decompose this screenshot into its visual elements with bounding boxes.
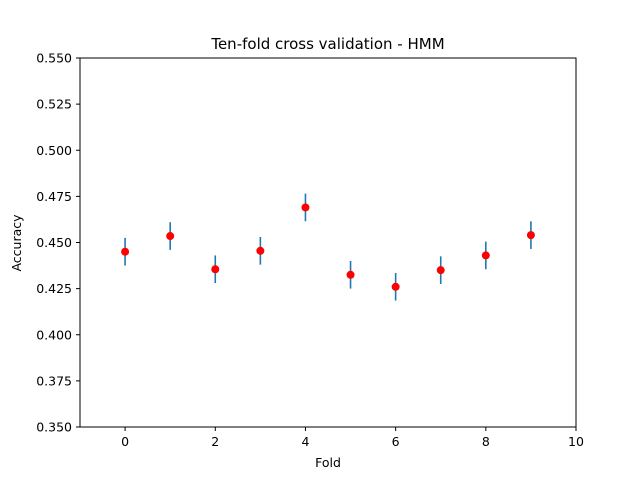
data-point xyxy=(391,282,400,291)
y-tick-label: 0.550 xyxy=(36,51,72,66)
x-tick-label: 10 xyxy=(568,434,584,449)
y-tick-label: 0.450 xyxy=(36,235,72,250)
y-tick-label: 0.400 xyxy=(36,327,72,342)
data-point xyxy=(301,203,310,212)
x-axis: 0 2 4 6 8 10 xyxy=(121,427,584,449)
y-tick-label: 0.500 xyxy=(36,143,72,158)
x-tick-label: 4 xyxy=(301,434,309,449)
data-point xyxy=(481,251,490,260)
y-tick-label: 0.375 xyxy=(36,373,72,388)
data-point xyxy=(436,266,445,275)
x-tick-label: 6 xyxy=(392,434,400,449)
y-tick-label: 0.425 xyxy=(36,281,72,296)
y-tick-label: 0.350 xyxy=(36,420,72,435)
x-tick-label: 2 xyxy=(211,434,219,449)
y-axis: 0.350 0.375 0.400 0.425 0.450 0.475 0.500 0.525… xyxy=(36,51,80,435)
y-axis-label: Accuracy xyxy=(9,214,24,272)
y-tick-label: 0.525 xyxy=(36,97,72,112)
x-tick-label: 8 xyxy=(482,434,490,449)
data-point xyxy=(526,231,535,240)
data-point xyxy=(166,232,175,241)
data-point xyxy=(211,265,220,274)
x-tick-label: 0 xyxy=(121,434,129,449)
plot-marks xyxy=(121,193,535,301)
chart-title: Ten-fold cross validation - HMM xyxy=(210,35,444,53)
data-point xyxy=(256,246,265,255)
data-point xyxy=(121,247,130,256)
x-axis-label: Fold xyxy=(315,455,341,470)
data-point xyxy=(346,270,355,279)
y-tick-label: 0.475 xyxy=(36,189,72,204)
